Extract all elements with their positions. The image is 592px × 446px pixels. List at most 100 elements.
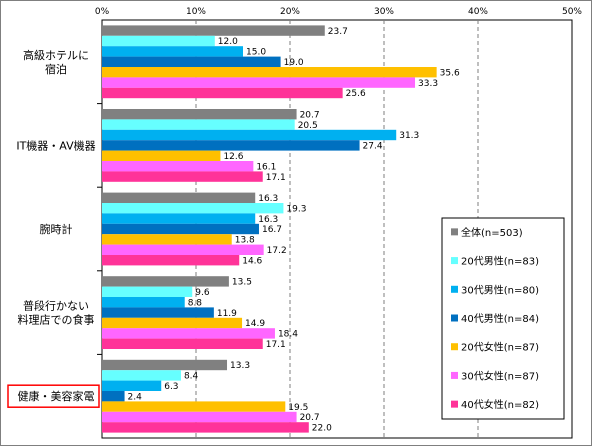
bar <box>102 119 295 130</box>
bar <box>102 276 229 287</box>
category-label: IT機器・AV機器 <box>16 138 95 152</box>
bar <box>102 317 243 329</box>
bar <box>102 307 214 318</box>
highlight-box <box>7 384 100 408</box>
data-label: 19.5 <box>288 403 308 413</box>
bar <box>102 161 254 172</box>
legend-swatch <box>451 228 458 236</box>
category-label: 健康・美容家電 <box>18 389 95 403</box>
bar <box>102 244 264 255</box>
legend-label: 40代女性(n=82) <box>461 398 539 411</box>
bar <box>102 255 240 266</box>
data-label: 20.7 <box>300 110 320 120</box>
bar <box>102 223 259 235</box>
data-label: 14.9 <box>245 319 265 329</box>
bar <box>102 213 256 224</box>
data-label: 27.4 <box>363 142 383 152</box>
bar <box>102 87 343 99</box>
data-label: 20.5 <box>298 121 318 131</box>
x-tick-label: 50% <box>562 7 582 17</box>
bar <box>102 140 360 151</box>
legend-swatch <box>451 371 458 379</box>
bar <box>102 203 284 214</box>
data-label: 23.7 <box>328 27 348 37</box>
data-label: 16.3 <box>258 194 278 204</box>
legend-label: 20代女性(n=87) <box>461 341 539 354</box>
bar <box>102 129 397 141</box>
bar <box>102 411 297 423</box>
legend-swatch <box>451 314 458 322</box>
legend-label: 20代男性(n=83) <box>461 255 539 268</box>
data-label: 16.7 <box>262 225 282 235</box>
bar <box>102 77 416 88</box>
category-label: 普段行かない <box>23 299 89 313</box>
bar <box>102 297 185 308</box>
bar <box>102 67 437 78</box>
data-label: 13.3 <box>230 361 250 371</box>
bar <box>102 171 263 182</box>
x-tick-label: 10% <box>186 7 206 17</box>
data-label: 8.4 <box>184 372 199 382</box>
category-label: 宿泊 <box>45 62 67 76</box>
data-label: 11.9 <box>217 309 237 319</box>
bar <box>102 109 297 120</box>
data-label: 6.3 <box>164 382 178 392</box>
bar <box>102 56 281 67</box>
legend-swatch <box>451 257 458 265</box>
category-label: 料理店での食事 <box>18 313 95 327</box>
data-label: 14.6 <box>242 256 262 266</box>
x-tick-label: 40% <box>468 7 488 17</box>
data-label: 33.3 <box>418 79 438 89</box>
data-label: 19.0 <box>284 58 304 68</box>
legend-label: 30代女性(n=87) <box>461 369 539 382</box>
data-label: 13.8 <box>235 236 255 246</box>
bar <box>102 380 162 391</box>
legend-label: 30代男性(n=80) <box>461 283 539 296</box>
data-label: 12.6 <box>223 152 243 162</box>
data-label: 12.0 <box>218 37 238 47</box>
bar <box>102 35 215 47</box>
legend-label: 全体(n=503) <box>461 226 523 239</box>
bar <box>102 286 193 297</box>
category-label: 高級ホテルに <box>23 48 89 62</box>
x-tick-label: 30% <box>374 7 394 17</box>
data-label: 20.7 <box>300 413 320 423</box>
x-tick-label: 20% <box>280 7 300 17</box>
data-label: 17.1 <box>266 173 286 183</box>
data-label: 15.0 <box>246 48 266 58</box>
bar <box>102 422 309 433</box>
bar <box>102 338 263 349</box>
legend-swatch <box>451 400 458 408</box>
data-label: 16.1 <box>256 162 276 172</box>
bar <box>102 150 221 161</box>
bar <box>102 234 232 245</box>
bar <box>102 25 325 36</box>
data-label: 18.4 <box>278 330 298 340</box>
data-label: 31.3 <box>399 131 419 141</box>
bar <box>102 359 228 371</box>
x-tick-label: 0% <box>95 7 110 17</box>
data-label: 35.6 <box>440 68 460 78</box>
data-label: 19.3 <box>286 204 306 214</box>
data-label: 25.6 <box>346 89 366 99</box>
data-label: 17.1 <box>266 340 286 350</box>
data-label: 8.8 <box>188 298 203 308</box>
bar <box>102 391 125 402</box>
data-label: 9.6 <box>195 288 210 298</box>
data-label: 22.0 <box>312 424 332 434</box>
legend-label: 40代男性(n=84) <box>461 312 539 325</box>
bar <box>102 46 243 57</box>
bar <box>102 192 256 203</box>
data-label: 2.4 <box>128 392 143 402</box>
bar <box>102 328 275 339</box>
legend-swatch <box>451 285 458 293</box>
bar <box>102 370 181 381</box>
bar <box>102 401 286 412</box>
category-label: 腕時計 <box>40 222 73 236</box>
data-label: 17.2 <box>267 246 287 256</box>
legend-swatch <box>451 343 458 351</box>
data-label: 13.5 <box>232 278 252 288</box>
data-label: 16.3 <box>258 215 278 225</box>
legend-box <box>441 217 565 420</box>
